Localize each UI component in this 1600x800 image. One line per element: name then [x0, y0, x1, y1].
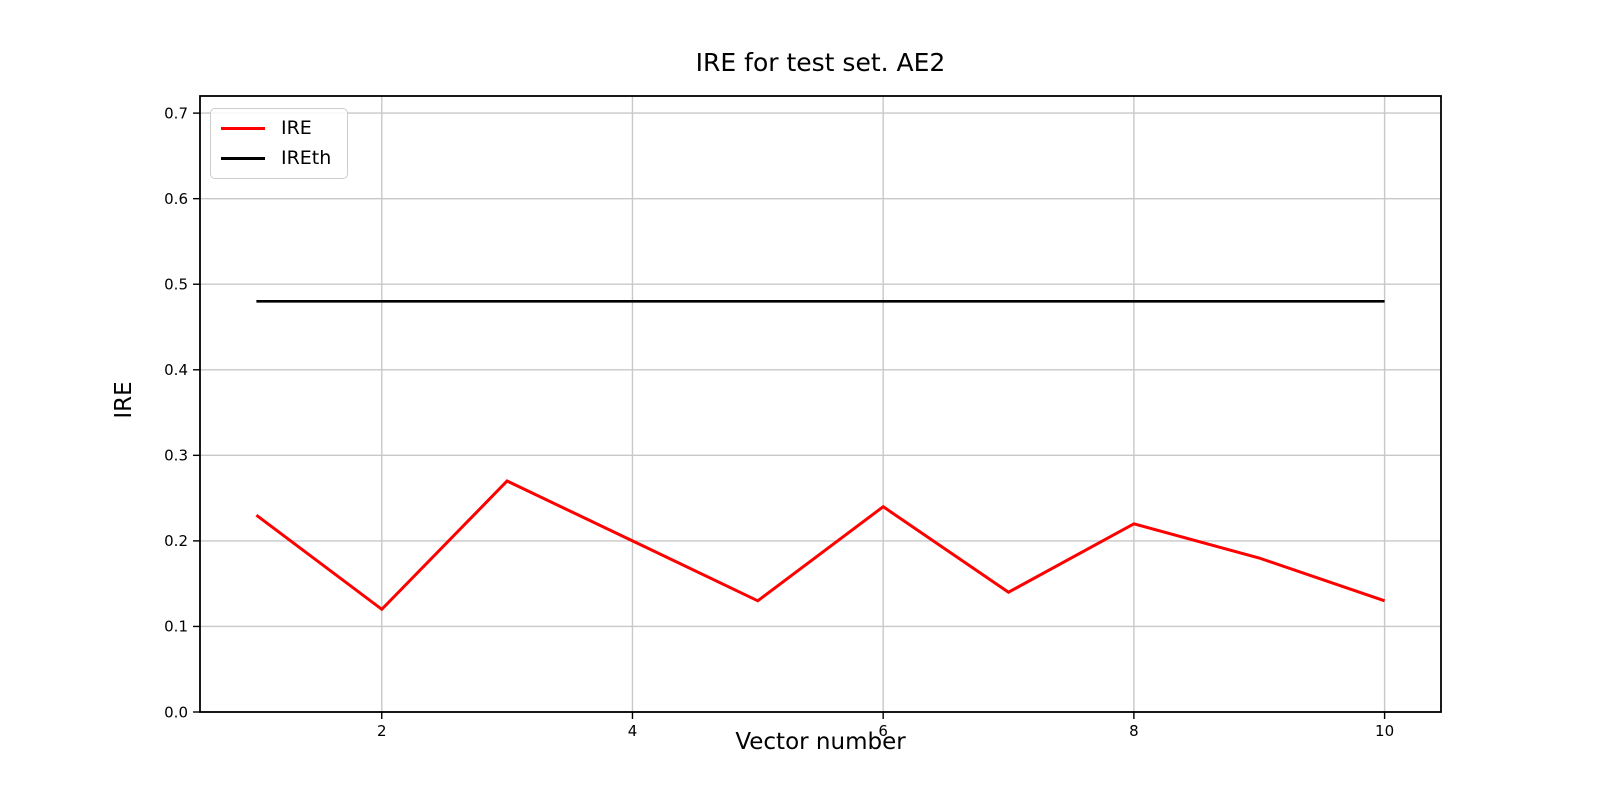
x-tick-label: 10	[1375, 722, 1394, 740]
y-tick-label: 0.7	[164, 104, 188, 122]
legend: IRE IREth	[210, 108, 349, 179]
y-tick-label: 0.5	[164, 275, 188, 293]
legend-line-sample-red	[221, 126, 265, 130]
grid	[200, 96, 1441, 713]
legend-item-ireth: IREth	[221, 146, 332, 169]
y-tick-label: 0.0	[164, 703, 188, 721]
legend-line-sample-black	[221, 156, 265, 160]
y-axis-label: IRE	[111, 381, 137, 419]
y-tick-label: 0.3	[164, 447, 188, 465]
y-tick-label: 0.1	[164, 618, 188, 636]
y-tick-label: 0.2	[164, 532, 188, 550]
x-tick-label: 2	[377, 722, 387, 740]
axes-spines	[199, 95, 1442, 713]
x-tick-label: 4	[628, 722, 638, 740]
legend-label: IRE	[281, 117, 312, 139]
y-tick-label: 0.4	[164, 361, 188, 379]
legend-item-ire: IRE	[221, 118, 331, 139]
x-axis-label: Vector number	[735, 729, 906, 755]
series-line-ire	[255, 479, 1386, 612]
ticks: 2 4 6 8 10 0.0 0.1 0.2 0.3 0.4 0.5 0.6 0.7	[164, 104, 1394, 740]
x-tick-label: 6	[878, 722, 888, 740]
legend-label: IREth	[281, 146, 332, 169]
y-tick-label: 0.6	[164, 190, 188, 208]
x-tick-label: 8	[1129, 722, 1139, 740]
chart-title: IRE for test set. AE2	[695, 48, 946, 77]
